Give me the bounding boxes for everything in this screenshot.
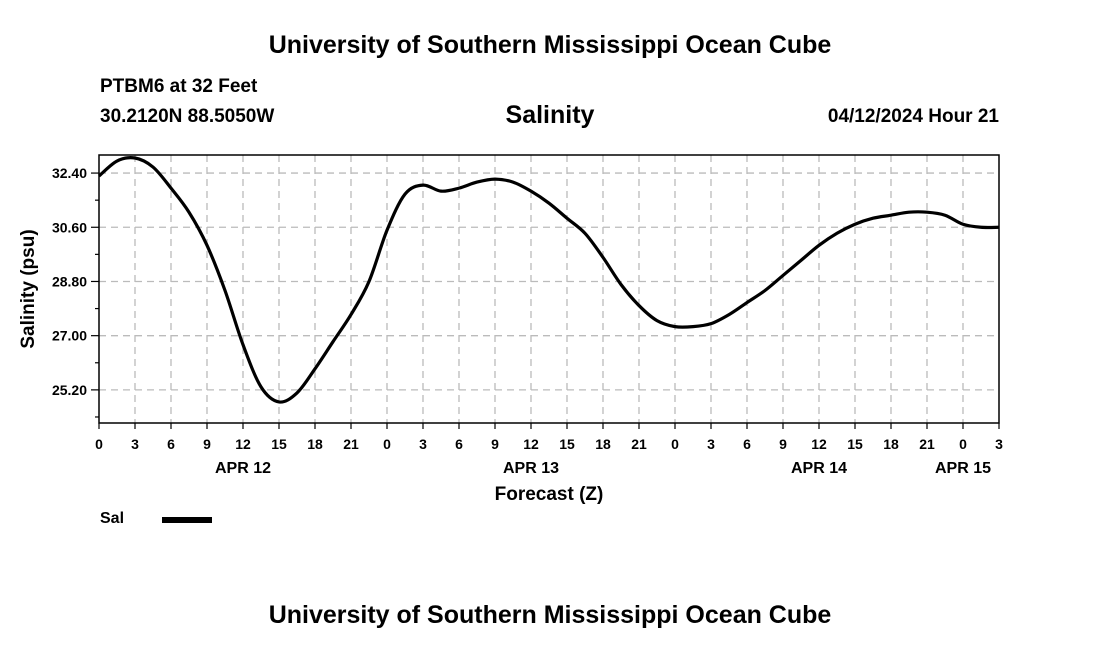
x-tick-label: 0 xyxy=(95,436,103,452)
x-tick-label: 18 xyxy=(883,436,899,452)
chart-title-top: University of Southern Mississippi Ocean… xyxy=(268,31,832,59)
x-tick-label: 18 xyxy=(307,436,323,452)
x-tick-label: 21 xyxy=(343,436,359,452)
x-tick-label: 0 xyxy=(383,436,391,452)
x-tick-label: 9 xyxy=(491,436,499,452)
x-tick-label: 21 xyxy=(631,436,647,452)
y-tick-label: 30.60 xyxy=(52,219,87,235)
datetime-label: 04/12/2024 Hour 21 xyxy=(827,106,999,127)
x-date-label: APR 12 xyxy=(215,460,271,477)
station-label: PTBM6 at 32 Feet xyxy=(100,76,258,97)
x-tick-label: 12 xyxy=(811,436,827,452)
x-tick-label: 21 xyxy=(919,436,935,452)
x-date-label: APR 15 xyxy=(935,460,991,477)
x-tick-label: 3 xyxy=(419,436,427,452)
y-tick-label: 28.80 xyxy=(52,273,87,289)
x-tick-label: 12 xyxy=(235,436,251,452)
x-tick-label: 6 xyxy=(743,436,751,452)
variable-title: Salinity xyxy=(505,101,595,129)
x-tick-label: 12 xyxy=(523,436,539,452)
legend-line-swatch xyxy=(162,517,212,523)
x-tick-label: 3 xyxy=(995,436,1003,452)
x-tick-label: 15 xyxy=(271,436,287,452)
x-tick-label: 18 xyxy=(595,436,611,452)
coordinates-label: 30.2120N 88.5050W xyxy=(100,106,275,127)
x-tick-label: 6 xyxy=(167,436,175,452)
y-tick-label: 27.00 xyxy=(52,328,87,344)
x-tick-label: 15 xyxy=(847,436,863,452)
x-axis-title: Forecast (Z) xyxy=(495,484,604,505)
x-tick-label: 9 xyxy=(203,436,211,452)
series-line-sal xyxy=(97,156,1000,404)
x-tick-label: 6 xyxy=(455,436,463,452)
x-date-label: APR 13 xyxy=(503,460,559,477)
y-tick-label: 25.20 xyxy=(52,382,87,398)
y-tick-label: 32.40 xyxy=(52,165,87,181)
x-tick-label: 15 xyxy=(559,436,575,452)
x-date-label: APR 14 xyxy=(791,460,847,477)
legend-label: Sal xyxy=(100,510,125,527)
chart-title-bottom: University of Southern Mississippi Ocean… xyxy=(268,601,832,629)
x-tick-label: 3 xyxy=(131,436,139,452)
plot-frame xyxy=(98,154,1000,424)
x-tick-label: 9 xyxy=(779,436,787,452)
x-tick-label: 3 xyxy=(707,436,715,452)
x-tick-label: 0 xyxy=(671,436,679,452)
x-tick-label: 0 xyxy=(959,436,967,452)
y-axis-title: Salinity (psu) xyxy=(18,229,39,348)
